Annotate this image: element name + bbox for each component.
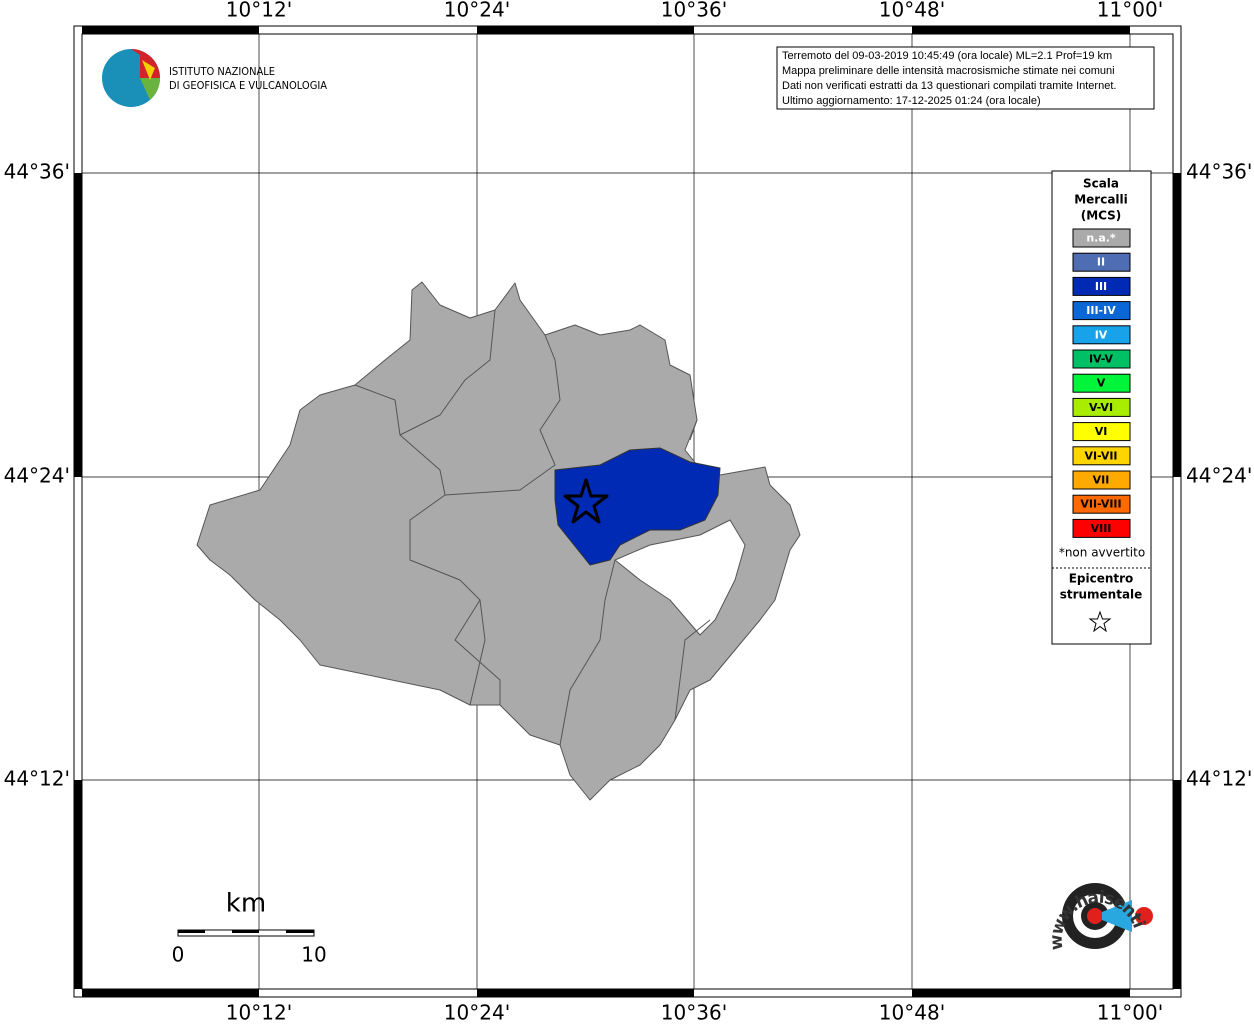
legend-swatch — [1072, 301, 1131, 321]
legend-label: III-IV — [1086, 304, 1116, 317]
scale-unit: km — [226, 889, 266, 919]
frame-bar — [477, 26, 694, 34]
frame-ticks — [74, 26, 1181, 997]
legend-label: II — [1097, 256, 1105, 269]
legend-swatch — [1072, 446, 1131, 466]
legend-swatch — [1072, 252, 1131, 272]
frame-bar — [477, 989, 694, 997]
lon-label: 10°36' — [661, 1001, 727, 1025]
hst-question — [1135, 907, 1153, 925]
legend-star — [1088, 610, 1112, 633]
frame-bar — [74, 780, 82, 989]
epicenter-star — [563, 478, 609, 524]
legend-swatch — [1072, 470, 1131, 490]
legend-note: *non avvertito — [1059, 546, 1145, 560]
frame-bar — [82, 989, 259, 997]
frame-bar — [1173, 780, 1181, 989]
legend-label: V-VI — [1089, 401, 1113, 414]
lon-label: 10°24' — [444, 1001, 510, 1025]
lon-label: 10°24' — [444, 0, 510, 22]
legend-title: Scala — [1083, 177, 1119, 191]
scale-segment — [286, 930, 314, 933]
lon-label: 10°48' — [879, 1001, 945, 1025]
frame-bar — [82, 26, 259, 34]
ingv-line: DI GEOFISICA E VULCANOLOGIA — [169, 79, 327, 92]
legend-label: V — [1097, 377, 1106, 390]
legend-epicenter: Epicentro — [1069, 572, 1134, 586]
intensity-area-III — [554, 447, 721, 566]
hst-wave — [1102, 900, 1132, 932]
lon-label: 11°00' — [1097, 1001, 1163, 1025]
frame-bar — [912, 989, 1130, 997]
scale-end: 10 — [301, 943, 326, 967]
info-line: Mappa preliminare delle intensità macros… — [782, 65, 1115, 77]
legend-swatch — [1072, 325, 1131, 345]
borders — [354, 309, 711, 746]
legend-label: VI-VII — [1084, 449, 1117, 462]
legend-swatch — [1072, 518, 1131, 538]
scale-start: 0 — [172, 943, 185, 967]
legend-swatch — [1072, 228, 1131, 248]
legend-swatch — [1072, 422, 1131, 442]
ingv-globe-yellow — [142, 60, 155, 80]
legend-epicenter: strumentale — [1060, 588, 1143, 602]
legend-title: (MCS) — [1081, 209, 1122, 223]
info-line: Dati non verificati estratti da 13 quest… — [782, 80, 1116, 92]
lon-label: 10°12' — [226, 1001, 292, 1025]
ingv-logo: ISTITUTO NAZIONALE DI GEOFISICA E VULCAN… — [102, 49, 327, 107]
lat-label: 44°36' — [4, 160, 70, 184]
municipality-area — [196, 281, 801, 801]
scale-bar: km 0 10 — [172, 889, 327, 967]
info-frame — [776, 46, 1155, 110]
legend-label: VII-VIII — [1080, 498, 1121, 511]
legend-swatch — [1072, 373, 1131, 393]
municipalities — [196, 281, 801, 801]
lat-label: 44°24' — [1186, 464, 1252, 488]
lat-label: 44°12' — [1186, 767, 1252, 791]
legend-label: IV — [1095, 328, 1108, 341]
frame-bar — [1173, 173, 1181, 477]
info-box: Terremoto del 09-03-2019 10:45:49 (ora l… — [776, 46, 1155, 110]
legend-label: VII — [1093, 474, 1110, 487]
legend-label: III — [1095, 280, 1107, 293]
lon-label: 10°36' — [661, 0, 727, 22]
legend-label: n.a.* — [1086, 232, 1116, 245]
legend-label: IV-V — [1089, 353, 1114, 366]
legend-title: Mercalli — [1074, 193, 1128, 207]
uncovered-area — [614, 519, 746, 636]
frame-bar — [912, 26, 1130, 34]
info-line: Terremoto del 09-03-2019 10:45:49 (ora l… — [782, 50, 1112, 62]
ingv-globe-green — [140, 78, 161, 100]
legend-swatch — [1072, 397, 1131, 417]
legend-swatch — [1072, 276, 1131, 296]
lon-label: 10°12' — [226, 0, 292, 22]
scale-segment — [232, 930, 259, 933]
lon-label: 10°48' — [879, 0, 945, 22]
scale-segment — [178, 930, 205, 933]
legend-swatch — [1072, 494, 1131, 514]
lat-label: 44°24' — [4, 464, 70, 488]
frame-bar — [74, 173, 82, 477]
lon-label: 11°00' — [1097, 0, 1163, 22]
legend: ScalaMercalli(MCS)n.a.*IIIIIIII-IVIVIV-V… — [1051, 170, 1152, 645]
lat-label: 44°12' — [4, 767, 70, 791]
hst-center — [1087, 908, 1103, 924]
legend-label: VI — [1095, 425, 1108, 438]
info-line: Ultimo aggiornamento: 17-12-2025 01:24 (… — [782, 95, 1041, 107]
lat-label: 44°36' — [1186, 160, 1252, 184]
ingv-line: ISTITUTO NAZIONALE — [169, 65, 275, 78]
legend-label: VIII — [1091, 522, 1112, 535]
legend-swatch — [1072, 349, 1131, 369]
